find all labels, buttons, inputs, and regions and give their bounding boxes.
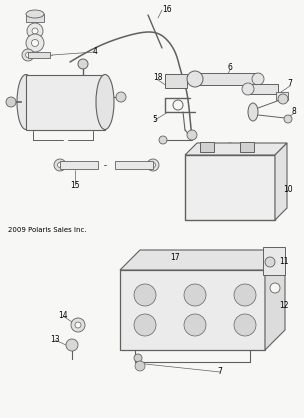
- Bar: [115, 161, 153, 169]
- Circle shape: [242, 83, 254, 95]
- Text: 4: 4: [92, 48, 98, 56]
- Circle shape: [78, 59, 88, 69]
- Circle shape: [26, 34, 44, 52]
- Circle shape: [234, 284, 256, 306]
- Circle shape: [75, 322, 81, 328]
- Bar: [26, 75, 105, 130]
- Bar: [276, 92, 288, 100]
- Circle shape: [270, 283, 280, 293]
- Polygon shape: [185, 143, 287, 155]
- Text: 12: 12: [279, 301, 289, 309]
- Ellipse shape: [248, 103, 258, 121]
- Circle shape: [159, 136, 167, 144]
- Circle shape: [252, 73, 264, 85]
- Circle shape: [225, 143, 235, 153]
- Circle shape: [150, 163, 156, 168]
- Bar: [200, 142, 214, 152]
- Bar: [120, 270, 265, 350]
- Polygon shape: [275, 143, 287, 220]
- Circle shape: [284, 115, 292, 123]
- Circle shape: [134, 354, 142, 362]
- Circle shape: [32, 28, 38, 34]
- Polygon shape: [265, 250, 285, 350]
- Text: 17: 17: [170, 253, 180, 263]
- Text: 11: 11: [279, 257, 289, 267]
- Text: 2009 Polaris Sales Inc.: 2009 Polaris Sales Inc.: [8, 227, 87, 233]
- Circle shape: [134, 284, 156, 306]
- Circle shape: [66, 339, 78, 351]
- Ellipse shape: [17, 74, 35, 130]
- Circle shape: [22, 49, 34, 61]
- Text: 16: 16: [162, 5, 172, 15]
- Circle shape: [234, 314, 256, 336]
- Circle shape: [187, 71, 203, 87]
- Circle shape: [184, 314, 206, 336]
- Bar: [185, 155, 275, 220]
- Circle shape: [225, 153, 235, 163]
- Circle shape: [6, 97, 16, 107]
- Circle shape: [187, 130, 197, 140]
- Text: 10: 10: [283, 186, 293, 194]
- Bar: [240, 142, 254, 152]
- Circle shape: [32, 39, 39, 46]
- Text: 14: 14: [58, 311, 68, 319]
- Bar: [195, 73, 260, 85]
- Circle shape: [265, 257, 275, 267]
- Bar: [28, 52, 50, 58]
- Ellipse shape: [26, 10, 44, 18]
- Bar: [165, 74, 187, 88]
- Text: 15: 15: [70, 181, 80, 189]
- Text: 5: 5: [153, 115, 157, 125]
- Circle shape: [184, 284, 206, 306]
- Text: 8: 8: [292, 107, 296, 117]
- Circle shape: [173, 100, 183, 110]
- Circle shape: [26, 53, 30, 58]
- Circle shape: [134, 314, 156, 336]
- Text: 7: 7: [218, 367, 223, 377]
- Text: 7: 7: [288, 79, 292, 89]
- Bar: [60, 161, 98, 169]
- Ellipse shape: [96, 74, 114, 130]
- Text: 13: 13: [50, 336, 60, 344]
- Circle shape: [57, 163, 63, 168]
- Bar: [263, 247, 285, 275]
- Polygon shape: [26, 14, 44, 22]
- Polygon shape: [120, 250, 285, 270]
- Circle shape: [27, 23, 43, 39]
- Text: 6: 6: [228, 64, 233, 72]
- Circle shape: [147, 159, 159, 171]
- Circle shape: [278, 94, 288, 104]
- Circle shape: [54, 159, 66, 171]
- Text: 9: 9: [266, 155, 271, 165]
- Bar: [248, 84, 278, 94]
- Text: 18: 18: [153, 74, 163, 82]
- Circle shape: [135, 361, 145, 371]
- Circle shape: [116, 92, 126, 102]
- Circle shape: [71, 318, 85, 332]
